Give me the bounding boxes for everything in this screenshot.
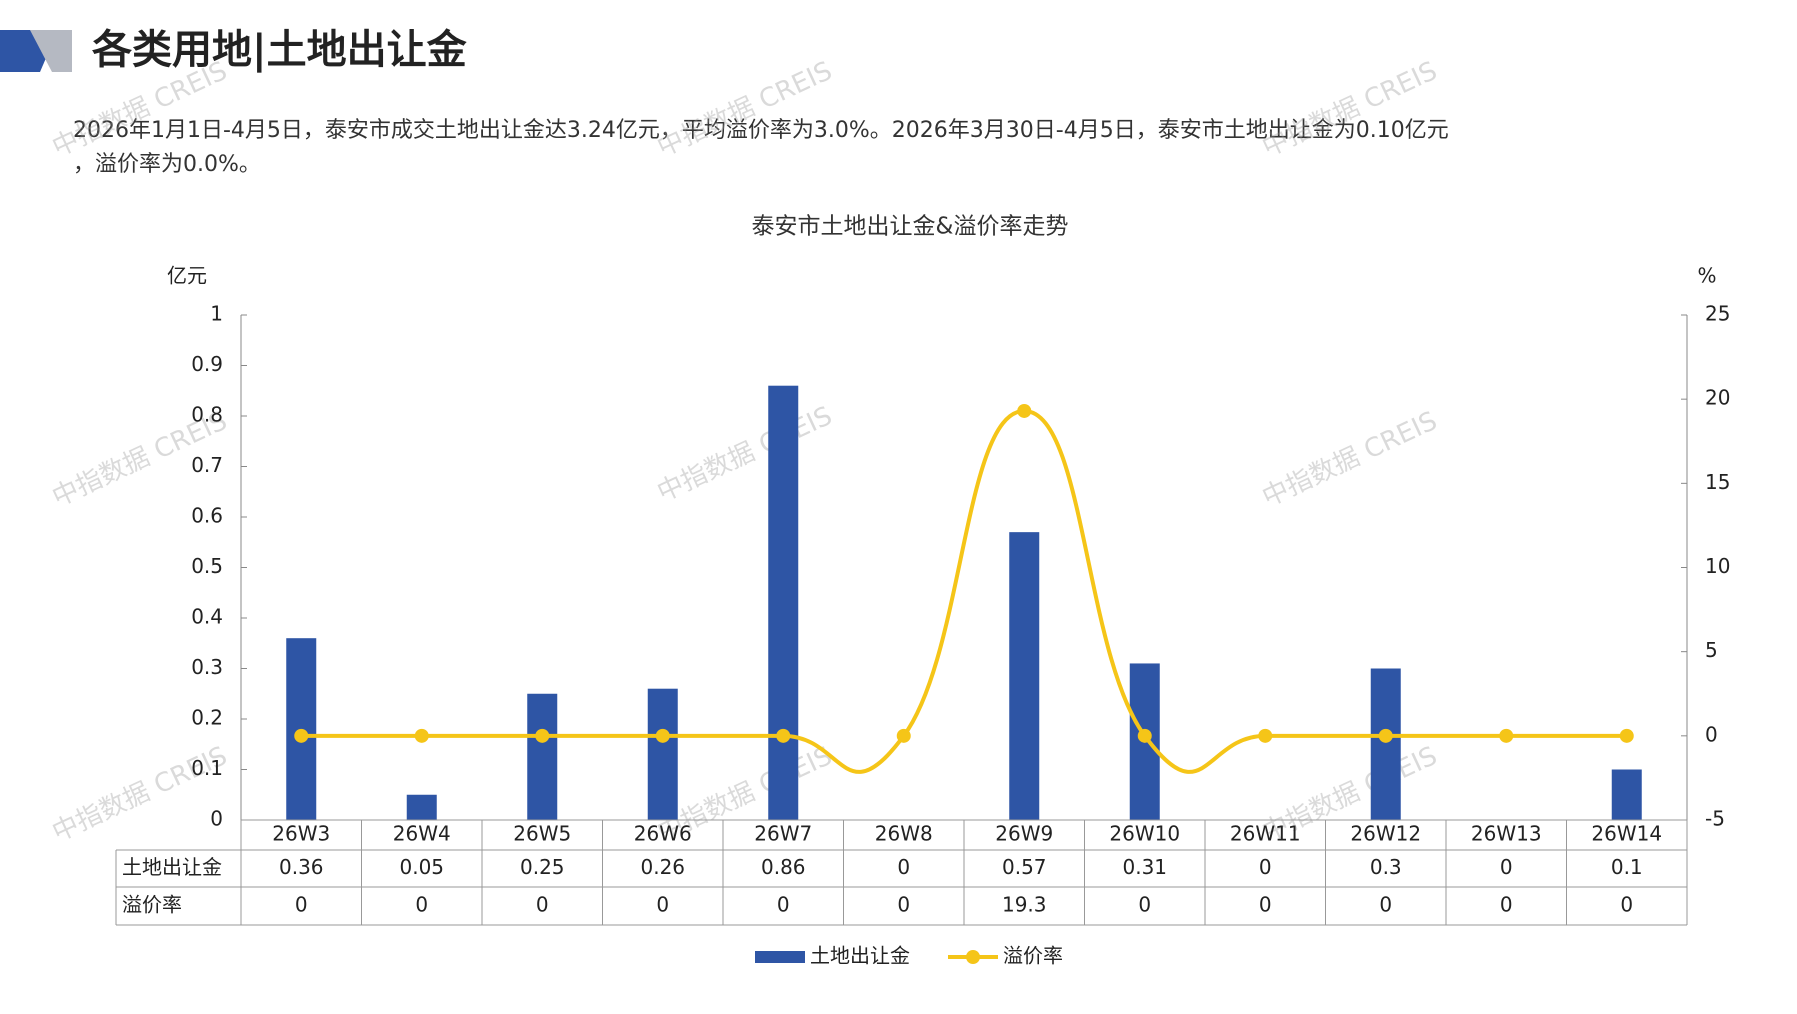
table-cell: 0 (1379, 893, 1392, 917)
x-tick-label: 26W8 (875, 822, 933, 846)
line-point (294, 728, 309, 743)
y-tick-label: 0.6 (191, 504, 223, 528)
watermark: 中指数据 CREIS (1258, 56, 1442, 163)
y-tick-label: 0.5 (191, 554, 223, 578)
y-tick-label: 0.2 (191, 706, 223, 730)
y-tick-label: 0.7 (191, 453, 223, 477)
legend-label: 溢价率 (1003, 944, 1063, 968)
legend-label: 土地出让金 (810, 944, 910, 968)
line (301, 408, 1627, 774)
bar (527, 693, 558, 820)
y-tick-label: 0.9 (191, 352, 223, 376)
y-tick-label: 1 (210, 302, 223, 326)
x-tick-label: 26W12 (1350, 822, 1421, 846)
y2-axis-label: % (1697, 264, 1716, 288)
table-cell: 0 (536, 893, 549, 917)
x-tick-label: 26W4 (393, 822, 451, 846)
y2-tick-label: 5 (1705, 638, 1718, 662)
table-cell: 0 (1138, 893, 1151, 917)
line-point (1017, 403, 1032, 418)
legend-swatch (966, 950, 980, 964)
table-cell: 0 (777, 893, 790, 917)
y-tick-label: 0.1 (191, 756, 223, 780)
table-cell: 0.3 (1370, 855, 1402, 879)
table-cell: 0 (897, 893, 910, 917)
line-point (1499, 728, 1514, 743)
table-cell: 0.25 (520, 855, 565, 879)
table-cell: 0.1 (1611, 855, 1643, 879)
y-axis-label: 亿元 (167, 264, 207, 288)
y-tick-label: 0.8 (191, 403, 223, 427)
y-tick-label: 0.4 (191, 605, 223, 629)
summary: 2026年1月1日-4月5日，泰安市成交土地出让金达3.24亿元，平均溢价率为3… (73, 118, 1449, 143)
line-point (414, 728, 429, 743)
table-cell: 0.36 (279, 855, 324, 879)
table-cell: 0 (415, 893, 428, 917)
bar (768, 385, 799, 820)
y2-tick-label: 0 (1705, 722, 1718, 746)
x-tick-label: 26W14 (1591, 822, 1662, 846)
bar (1009, 532, 1040, 820)
table-cell: 0.57 (1002, 855, 1047, 879)
table-row-label: 溢价率 (122, 893, 182, 917)
y2-tick-label: 10 (1705, 554, 1730, 578)
line-point (896, 728, 911, 743)
watermark: 中指数据 CREIS (653, 56, 837, 163)
line-point (655, 728, 670, 743)
table-cell: 0 (1259, 855, 1272, 879)
bar (406, 794, 437, 820)
bar (1611, 769, 1642, 820)
x-tick-label: 26W9 (995, 822, 1053, 846)
x-tick-label: 26W10 (1109, 822, 1180, 846)
watermark: 中指数据 CREIS (653, 401, 837, 508)
table-cell: 0.86 (761, 855, 806, 879)
line-point (1137, 728, 1152, 743)
table-cell: 0 (1500, 855, 1513, 879)
y2-tick-label: -5 (1705, 807, 1725, 831)
table-cell: 0.26 (640, 855, 685, 879)
line-point (1378, 728, 1393, 743)
x-tick-label: 26W5 (513, 822, 571, 846)
x-tick-label: 26W11 (1230, 822, 1301, 846)
bar (1370, 668, 1401, 820)
x-tick-label: 26W13 (1471, 822, 1542, 846)
y2-tick-label: 15 (1705, 470, 1730, 494)
summary: ，溢价率为0.0%。 (73, 152, 261, 177)
table-cell: 0 (656, 893, 669, 917)
table-cell: 0 (897, 855, 910, 879)
header-icon (30, 30, 72, 72)
table-row-label: 土地出让金 (122, 855, 222, 879)
y-tick-label: 0 (210, 807, 223, 831)
table-cell: 0 (1620, 893, 1633, 917)
line-point (776, 728, 791, 743)
x-tick-label: 26W3 (272, 822, 330, 846)
table-cell: 0.05 (399, 855, 444, 879)
page-title: 各类用地|土地出让金 (92, 27, 468, 74)
table-cell: 0 (1500, 893, 1513, 917)
line-point (1619, 728, 1634, 743)
y2-tick-label: 25 (1705, 302, 1730, 326)
table-cell: 0 (1259, 893, 1272, 917)
legend-swatch (755, 951, 805, 963)
x-tick-label: 26W7 (754, 822, 812, 846)
y-tick-label: 0.3 (191, 655, 223, 679)
table-cell: 0 (295, 893, 308, 917)
y2-tick-label: 20 (1705, 386, 1730, 410)
table-cell: 19.3 (1002, 893, 1047, 917)
watermark: 中指数据 CREIS (1258, 406, 1442, 513)
table-cell: 0.31 (1122, 855, 1167, 879)
line-point (1258, 728, 1273, 743)
line-point (535, 728, 550, 743)
bar (647, 688, 678, 820)
chart-title: 泰安市土地出让金&溢价率走势 (752, 214, 1069, 240)
x-tick-label: 26W6 (634, 822, 692, 846)
